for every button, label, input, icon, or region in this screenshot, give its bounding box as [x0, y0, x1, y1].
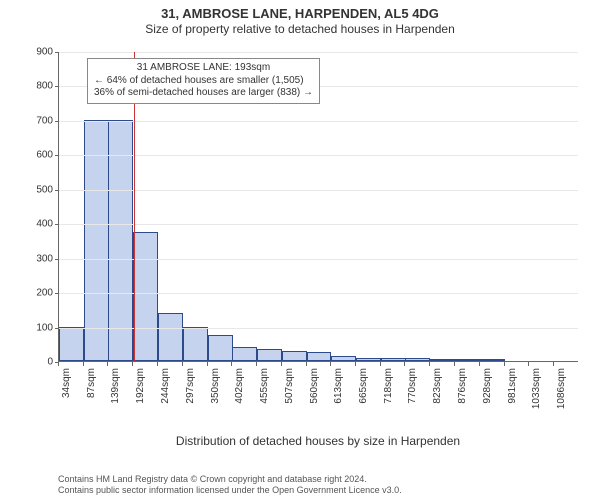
histogram-bar [480, 359, 505, 361]
x-tick-mark [107, 362, 108, 366]
gridline [59, 121, 578, 122]
gridline [59, 293, 578, 294]
histogram-bar [405, 358, 430, 361]
x-tick-label: 770sqm [407, 368, 418, 404]
x-tick-mark [132, 362, 133, 366]
gridline [59, 190, 578, 191]
x-tick-label: 1033sqm [531, 368, 542, 409]
x-tick-label: 87sqm [86, 368, 97, 398]
histogram-bar [232, 347, 257, 361]
info-box-line: 36% of semi-detached houses are larger (… [94, 87, 313, 100]
x-tick-mark [504, 362, 505, 366]
y-tick-label: 100 [19, 322, 53, 333]
x-tick-label: 139sqm [110, 368, 121, 404]
x-tick-label: 665sqm [358, 368, 369, 404]
footer-line-1: Contains HM Land Registry data © Crown c… [58, 474, 600, 485]
info-box: 31 AMBROSE LANE: 193sqm← 64% of detached… [87, 58, 320, 104]
info-box-line: 31 AMBROSE LANE: 193sqm [94, 62, 313, 75]
x-tick-mark [454, 362, 455, 366]
x-tick-mark [231, 362, 232, 366]
x-tick-label: 613sqm [333, 368, 344, 404]
gridline [59, 224, 578, 225]
y-tick-mark [55, 52, 59, 53]
x-axis-label: Distribution of detached houses by size … [58, 434, 578, 448]
x-ticks-layer: 34sqm 87sqm 139sqm 192sqm 244sqm 297sqm 350sqm… [58, 362, 578, 412]
gridline [59, 52, 578, 53]
x-tick-label: 455sqm [259, 368, 270, 404]
x-tick-mark [330, 362, 331, 366]
x-tick-mark [157, 362, 158, 366]
gridline [59, 259, 578, 260]
histogram-bar [133, 232, 158, 361]
histogram-bar [183, 327, 208, 361]
footer-attribution: Contains HM Land Registry data © Crown c… [0, 474, 600, 496]
x-tick-label: 981sqm [507, 368, 518, 404]
histogram-bar [381, 358, 406, 361]
histogram-bar [257, 349, 282, 361]
x-tick-label: 876sqm [457, 368, 468, 404]
histogram-bar [282, 351, 307, 361]
y-tick-mark [55, 224, 59, 225]
x-tick-label: 560sqm [309, 368, 320, 404]
chart-subtitle: Size of property relative to detached ho… [0, 22, 600, 40]
x-tick-label: 507sqm [284, 368, 295, 404]
footer-line-2: Contains public sector information licen… [58, 485, 600, 496]
y-tick-label: 700 [19, 115, 53, 126]
y-tick-mark [55, 121, 59, 122]
y-tick-mark [55, 293, 59, 294]
x-tick-label: 402sqm [234, 368, 245, 404]
x-tick-mark [528, 362, 529, 366]
x-tick-label: 34sqm [61, 368, 72, 398]
gridline [59, 328, 578, 329]
x-tick-mark [380, 362, 381, 366]
x-tick-mark [281, 362, 282, 366]
y-tick-label: 0 [19, 357, 53, 368]
x-tick-label: 192sqm [135, 368, 146, 404]
y-tick-label: 300 [19, 253, 53, 264]
y-tick-label: 800 [19, 81, 53, 92]
x-tick-mark [182, 362, 183, 366]
chart-container: 31, AMBROSE LANE, HARPENDEN, AL5 4DG Siz… [0, 0, 600, 500]
x-tick-mark [207, 362, 208, 366]
x-tick-mark [83, 362, 84, 366]
x-tick-mark [479, 362, 480, 366]
y-tick-label: 200 [19, 288, 53, 299]
plot-area: 010020030040050060070080090031 AMBROSE L… [58, 52, 578, 362]
histogram-bar [158, 313, 183, 361]
histogram-bar [59, 327, 84, 361]
info-box-line: ← 64% of detached houses are smaller (1,… [94, 75, 313, 88]
x-tick-mark [553, 362, 554, 366]
x-tick-label: 244sqm [160, 368, 171, 404]
histogram-bar [307, 352, 332, 361]
chart-title: 31, AMBROSE LANE, HARPENDEN, AL5 4DG [0, 0, 600, 22]
histogram-bar [331, 356, 356, 361]
y-tick-label: 500 [19, 184, 53, 195]
y-tick-label: 900 [19, 47, 53, 58]
y-tick-label: 600 [19, 150, 53, 161]
gridline [59, 155, 578, 156]
x-tick-mark [256, 362, 257, 366]
y-tick-mark [55, 328, 59, 329]
x-tick-mark [355, 362, 356, 366]
histogram-bar [356, 358, 381, 361]
x-tick-label: 297sqm [185, 368, 196, 404]
x-tick-mark [58, 362, 59, 366]
x-tick-label: 1086sqm [556, 368, 567, 409]
histogram-bar [430, 359, 455, 361]
y-tick-mark [55, 86, 59, 87]
x-tick-label: 718sqm [383, 368, 394, 404]
histogram-bar [208, 335, 233, 361]
x-tick-label: 928sqm [482, 368, 493, 404]
y-tick-mark [55, 155, 59, 156]
y-tick-label: 400 [19, 219, 53, 230]
y-tick-mark [55, 259, 59, 260]
x-tick-mark [306, 362, 307, 366]
x-tick-mark [429, 362, 430, 366]
histogram-bar [455, 359, 480, 361]
x-tick-mark [404, 362, 405, 366]
y-tick-mark [55, 190, 59, 191]
x-tick-label: 350sqm [210, 368, 221, 404]
chart-area: Number of detached properties 0100200300… [58, 52, 578, 422]
x-tick-label: 823sqm [432, 368, 443, 404]
